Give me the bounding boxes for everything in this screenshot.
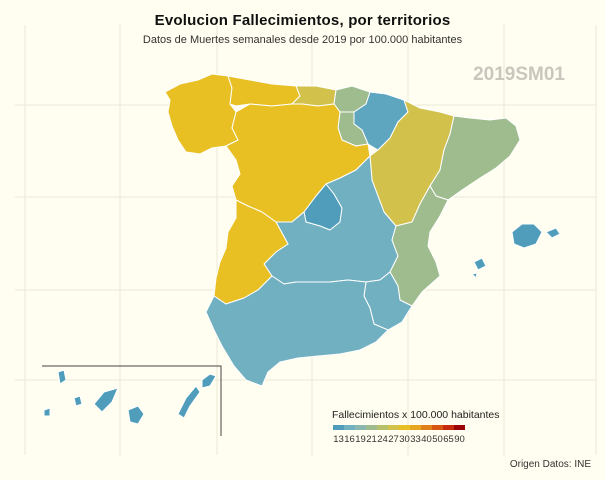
legend-swatch — [421, 425, 432, 430]
region-balears-ibiza — [473, 257, 487, 271]
region-canarias-hierro — [43, 407, 51, 417]
legend-label: 27 — [388, 434, 399, 445]
period-label: 2019SM01 — [473, 64, 565, 85]
legend-label: 24 — [377, 434, 388, 445]
region-balears-menorca — [545, 227, 561, 239]
region-canarias-lapalma — [57, 369, 67, 385]
legend-label: 16 — [344, 434, 355, 445]
region-canarias-lanzarote — [201, 373, 217, 389]
region-balears-formentera — [471, 272, 478, 279]
legend-label: 40 — [421, 434, 432, 445]
legend-swatch — [366, 425, 377, 430]
legend-swatch — [377, 425, 388, 430]
legend-swatch — [432, 425, 443, 430]
legend-swatch — [344, 425, 355, 430]
region-canarias-grancanaria — [127, 405, 145, 425]
legend-label: 19 — [355, 434, 366, 445]
region-galicia — [164, 73, 239, 155]
region-canarias-gomera — [73, 395, 83, 407]
canarias-inset-frame — [42, 365, 222, 436]
region-canarias-fuerteventura — [177, 385, 201, 419]
legend-swatch — [355, 425, 366, 430]
legend-swatch — [399, 425, 410, 430]
map-title: Evolucion Fallecimientos, por territorio… — [154, 12, 451, 29]
legend-swatch — [388, 425, 399, 430]
legend-label: 90 — [454, 434, 465, 445]
legend-label: 13 — [333, 434, 344, 445]
region-balears-mallorca — [511, 223, 543, 249]
legend-label: 65 — [443, 434, 454, 445]
legend-swatch — [454, 425, 465, 430]
region-canarias-tenerife — [93, 387, 119, 413]
legend-color-bar — [333, 425, 465, 430]
legend-label: 33 — [410, 434, 421, 445]
legend-labels: 13 16 19 21 24 27 30 33 40 50 65 90 — [333, 434, 465, 445]
legend-label: 30 — [399, 434, 410, 445]
source-caption: Origen Datos: INE — [509, 459, 591, 470]
region-valencia — [389, 185, 449, 307]
legend-label: 50 — [432, 434, 443, 445]
legend-label: 21 — [366, 434, 377, 445]
legend-swatch — [410, 425, 421, 430]
region-cataluna — [429, 115, 521, 201]
map-subtitle: Datos de Muertes semanales desde 2019 po… — [142, 34, 463, 46]
legend-swatch — [443, 425, 454, 430]
region-andalucia — [205, 275, 389, 387]
legend-title: Fallecimientos x 100.000 habitantes — [332, 409, 500, 421]
region-asturias — [227, 75, 301, 107]
legend-swatch — [333, 425, 344, 430]
